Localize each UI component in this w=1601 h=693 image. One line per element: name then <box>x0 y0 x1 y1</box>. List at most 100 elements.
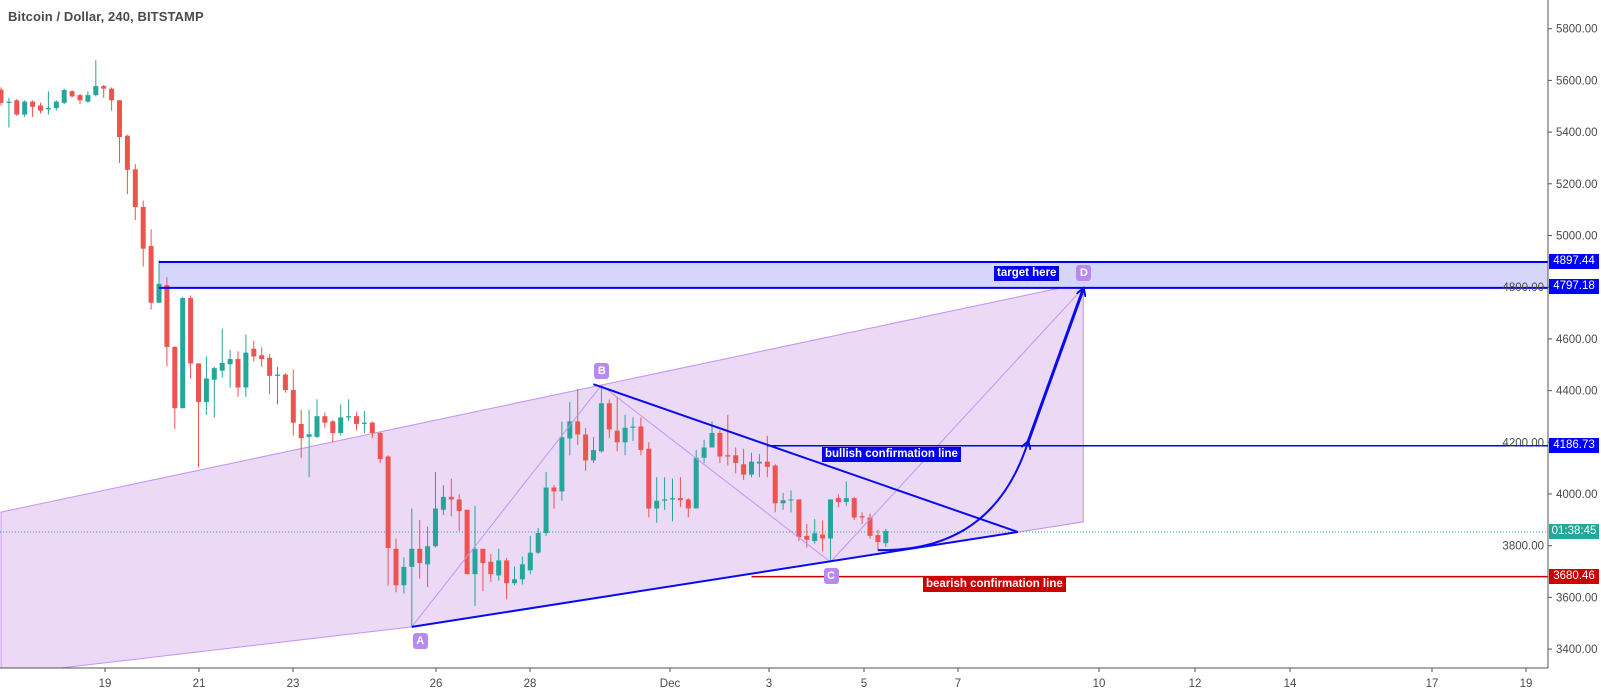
candle <box>835 494 841 508</box>
candle <box>53 100 59 111</box>
candle <box>654 477 660 523</box>
candle-body <box>401 566 407 586</box>
time-tick-label: 3 <box>766 678 772 690</box>
candle-body <box>496 560 502 576</box>
candle <box>196 362 201 468</box>
candle-body <box>203 378 209 402</box>
candle-body <box>30 101 36 107</box>
candle <box>883 528 889 547</box>
candle-body <box>741 464 747 475</box>
bearish-confirmation-label[interactable]: bearish confirmation line <box>923 577 1066 592</box>
candle-body <box>677 498 683 501</box>
candle <box>30 100 36 118</box>
candle-body <box>417 548 423 564</box>
price-tick-label: 4600.00 <box>1556 334 1598 346</box>
candle-body <box>132 169 138 208</box>
candle <box>22 100 28 118</box>
candle-body <box>330 421 336 433</box>
candle <box>867 513 873 539</box>
candle-body <box>14 100 20 115</box>
candle <box>472 505 478 606</box>
candle <box>77 93 83 105</box>
candle <box>875 529 881 551</box>
candle <box>314 399 320 439</box>
candle-body <box>6 101 12 103</box>
candle <box>512 566 517 586</box>
candle <box>148 229 154 310</box>
candle-body <box>859 516 865 518</box>
price-tick-label: 4800.00 <box>1502 282 1544 294</box>
candle <box>543 472 549 536</box>
candle-body <box>235 359 241 388</box>
candle <box>140 200 146 267</box>
candle <box>828 499 833 562</box>
candle-body <box>756 461 762 464</box>
candle-body <box>259 355 265 360</box>
candle-body <box>512 579 517 584</box>
candle <box>646 442 652 518</box>
candle <box>180 296 186 409</box>
candle <box>385 455 391 586</box>
candle-body <box>180 298 186 409</box>
candle-body <box>38 105 43 111</box>
candle-body <box>772 465 778 504</box>
price-tick-label: 4200.00 <box>1502 437 1544 449</box>
candle <box>275 366 280 405</box>
candle <box>14 99 20 116</box>
candle <box>219 328 225 378</box>
candle-body <box>835 498 841 503</box>
candle-body <box>188 298 194 364</box>
time-tick-label: 23 <box>287 678 300 690</box>
candle <box>259 347 265 367</box>
candle-body <box>875 535 881 543</box>
candle-body <box>77 95 83 101</box>
candle-body <box>117 100 122 138</box>
pattern-drawings-front <box>159 261 1548 628</box>
candle-body <box>227 359 233 365</box>
candle <box>243 334 249 397</box>
candle-body <box>883 530 889 544</box>
candle <box>93 60 99 97</box>
candle <box>638 417 644 456</box>
candle <box>630 417 636 442</box>
time-tick-label: 19 <box>1520 678 1533 690</box>
point-label-b[interactable]: B <box>594 363 610 380</box>
price-tick-label: 5800.00 <box>1556 24 1598 36</box>
candle <box>132 164 138 220</box>
candle-body <box>275 374 280 376</box>
candle <box>227 350 233 388</box>
candle <box>575 389 581 445</box>
candle <box>527 535 533 575</box>
candle <box>756 453 762 478</box>
candle <box>440 485 446 515</box>
candle <box>267 353 273 395</box>
time-tick-label: 26 <box>430 678 443 690</box>
candle <box>622 414 628 456</box>
candle-body <box>820 534 826 539</box>
candle <box>851 496 857 521</box>
candle-body <box>654 500 660 509</box>
target-here-label[interactable]: target here <box>994 266 1060 281</box>
candle-body <box>614 430 620 443</box>
time-tick-label: 17 <box>1426 678 1439 690</box>
point-label-d[interactable]: D <box>1076 264 1092 281</box>
candle <box>519 556 525 585</box>
point-label-c[interactable]: C <box>823 567 839 584</box>
zone-high-price-label: 4897.44 <box>1549 254 1599 269</box>
candle <box>598 385 604 453</box>
time-tick-label: 21 <box>193 678 206 690</box>
bullish-confirmation-label[interactable]: bullish confirmation line <box>822 447 961 462</box>
candle <box>188 295 194 379</box>
candle <box>741 448 747 480</box>
candle-body <box>148 246 154 303</box>
candle-body <box>282 374 288 391</box>
candle-body <box>606 403 612 430</box>
candle <box>290 369 296 436</box>
candle <box>764 435 770 478</box>
point-label-a[interactable]: A <box>412 632 428 649</box>
candle-body <box>780 500 786 504</box>
candle <box>796 499 802 542</box>
candle-body <box>85 95 91 102</box>
candle <box>417 520 423 579</box>
